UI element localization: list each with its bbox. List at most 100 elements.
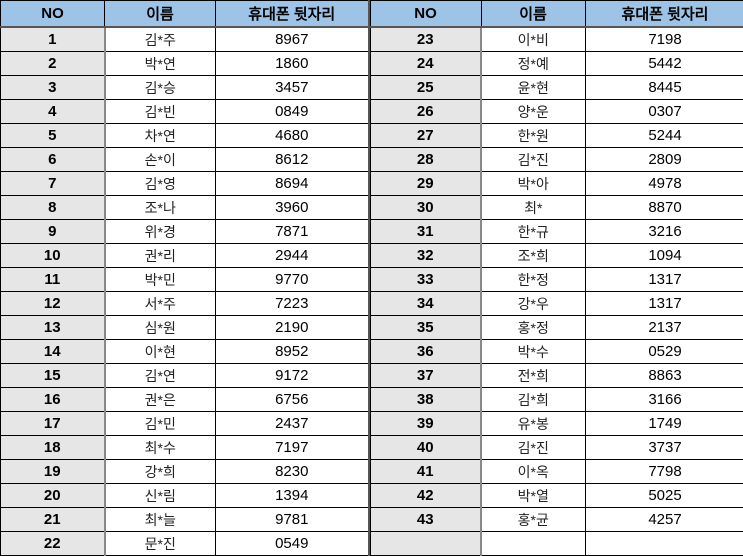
cell-name: 박*열 (481, 484, 585, 508)
cell-phone: 9172 (216, 364, 369, 388)
header-no: NO (1, 1, 105, 28)
cell-phone: 9770 (216, 268, 369, 292)
cell-phone: 1860 (216, 52, 369, 76)
cell-no: 28 (370, 148, 481, 172)
cell-name: 최* (481, 196, 585, 220)
cell-name: 김*민 (105, 412, 216, 436)
cell-phone: 1094 (585, 244, 743, 268)
cell-no: 31 (370, 220, 481, 244)
cell-phone: 6756 (216, 388, 369, 412)
cell-no: 19 (1, 460, 105, 484)
header-phone: 휴대폰 뒷자리 (216, 1, 369, 28)
cell-phone: 5025 (585, 484, 743, 508)
cell-phone: 2944 (216, 244, 369, 268)
cell-phone: 7798 (585, 460, 743, 484)
cell-no: 23 (370, 27, 481, 52)
cell-phone: 7197 (216, 436, 369, 460)
cell-name: 김*주 (105, 27, 216, 52)
cell-no: 18 (1, 436, 105, 460)
cell-no: 1 (1, 27, 105, 52)
cell-phone: 0529 (585, 340, 743, 364)
cell-no: 43 (370, 508, 481, 532)
cell-phone: 8230 (216, 460, 369, 484)
cell-no: 34 (370, 292, 481, 316)
cell-name: 김*승 (105, 76, 216, 100)
cell-no: 2 (1, 52, 105, 76)
cell-no: 17 (1, 412, 105, 436)
cell-phone: 7871 (216, 220, 369, 244)
cell-name: 홍*균 (481, 508, 585, 532)
cell-phone: 1317 (585, 268, 743, 292)
cell-name: 심*원 (105, 316, 216, 340)
cell-no: 5 (1, 124, 105, 148)
cell-no: 41 (370, 460, 481, 484)
cell-no: 9 (1, 220, 105, 244)
cell-phone: 4257 (585, 508, 743, 532)
cell-phone: 2137 (585, 316, 743, 340)
cell-name: 한*규 (481, 220, 585, 244)
cell-no: 36 (370, 340, 481, 364)
header-name: 이름 (481, 1, 585, 28)
header-no: NO (370, 1, 481, 28)
cell-phone: 1394 (216, 484, 369, 508)
cell-name: 김*진 (481, 148, 585, 172)
cell-no: 35 (370, 316, 481, 340)
cell-phone: 8967 (216, 27, 369, 52)
cell-name: 전*희 (481, 364, 585, 388)
cell-phone (585, 532, 743, 556)
cell-name: 문*진 (105, 532, 216, 556)
cell-name: 김*영 (105, 172, 216, 196)
cell-name: 이*옥 (481, 460, 585, 484)
cell-no: 33 (370, 268, 481, 292)
cell-phone: 3737 (585, 436, 743, 460)
cell-name: 신*림 (105, 484, 216, 508)
cell-no: 27 (370, 124, 481, 148)
cell-name: 김*빈 (105, 100, 216, 124)
cell-name (481, 532, 585, 556)
cell-phone: 4680 (216, 124, 369, 148)
cell-name: 위*경 (105, 220, 216, 244)
cell-name: 조*희 (481, 244, 585, 268)
header-row: NO 이름 휴대폰 뒷자리 (370, 1, 743, 28)
cell-no: 22 (1, 532, 105, 556)
cell-no: 8 (1, 196, 105, 220)
table-row (370, 532, 743, 556)
cell-name: 강*희 (105, 460, 216, 484)
cell-name: 조*나 (105, 196, 216, 220)
cell-phone: 3960 (216, 196, 369, 220)
cell-no: 3 (1, 76, 105, 100)
cell-no: 29 (370, 172, 481, 196)
cell-name: 손*이 (105, 148, 216, 172)
cell-phone: 8870 (585, 196, 743, 220)
cell-phone: 5442 (585, 52, 743, 76)
cell-phone: 7223 (216, 292, 369, 316)
